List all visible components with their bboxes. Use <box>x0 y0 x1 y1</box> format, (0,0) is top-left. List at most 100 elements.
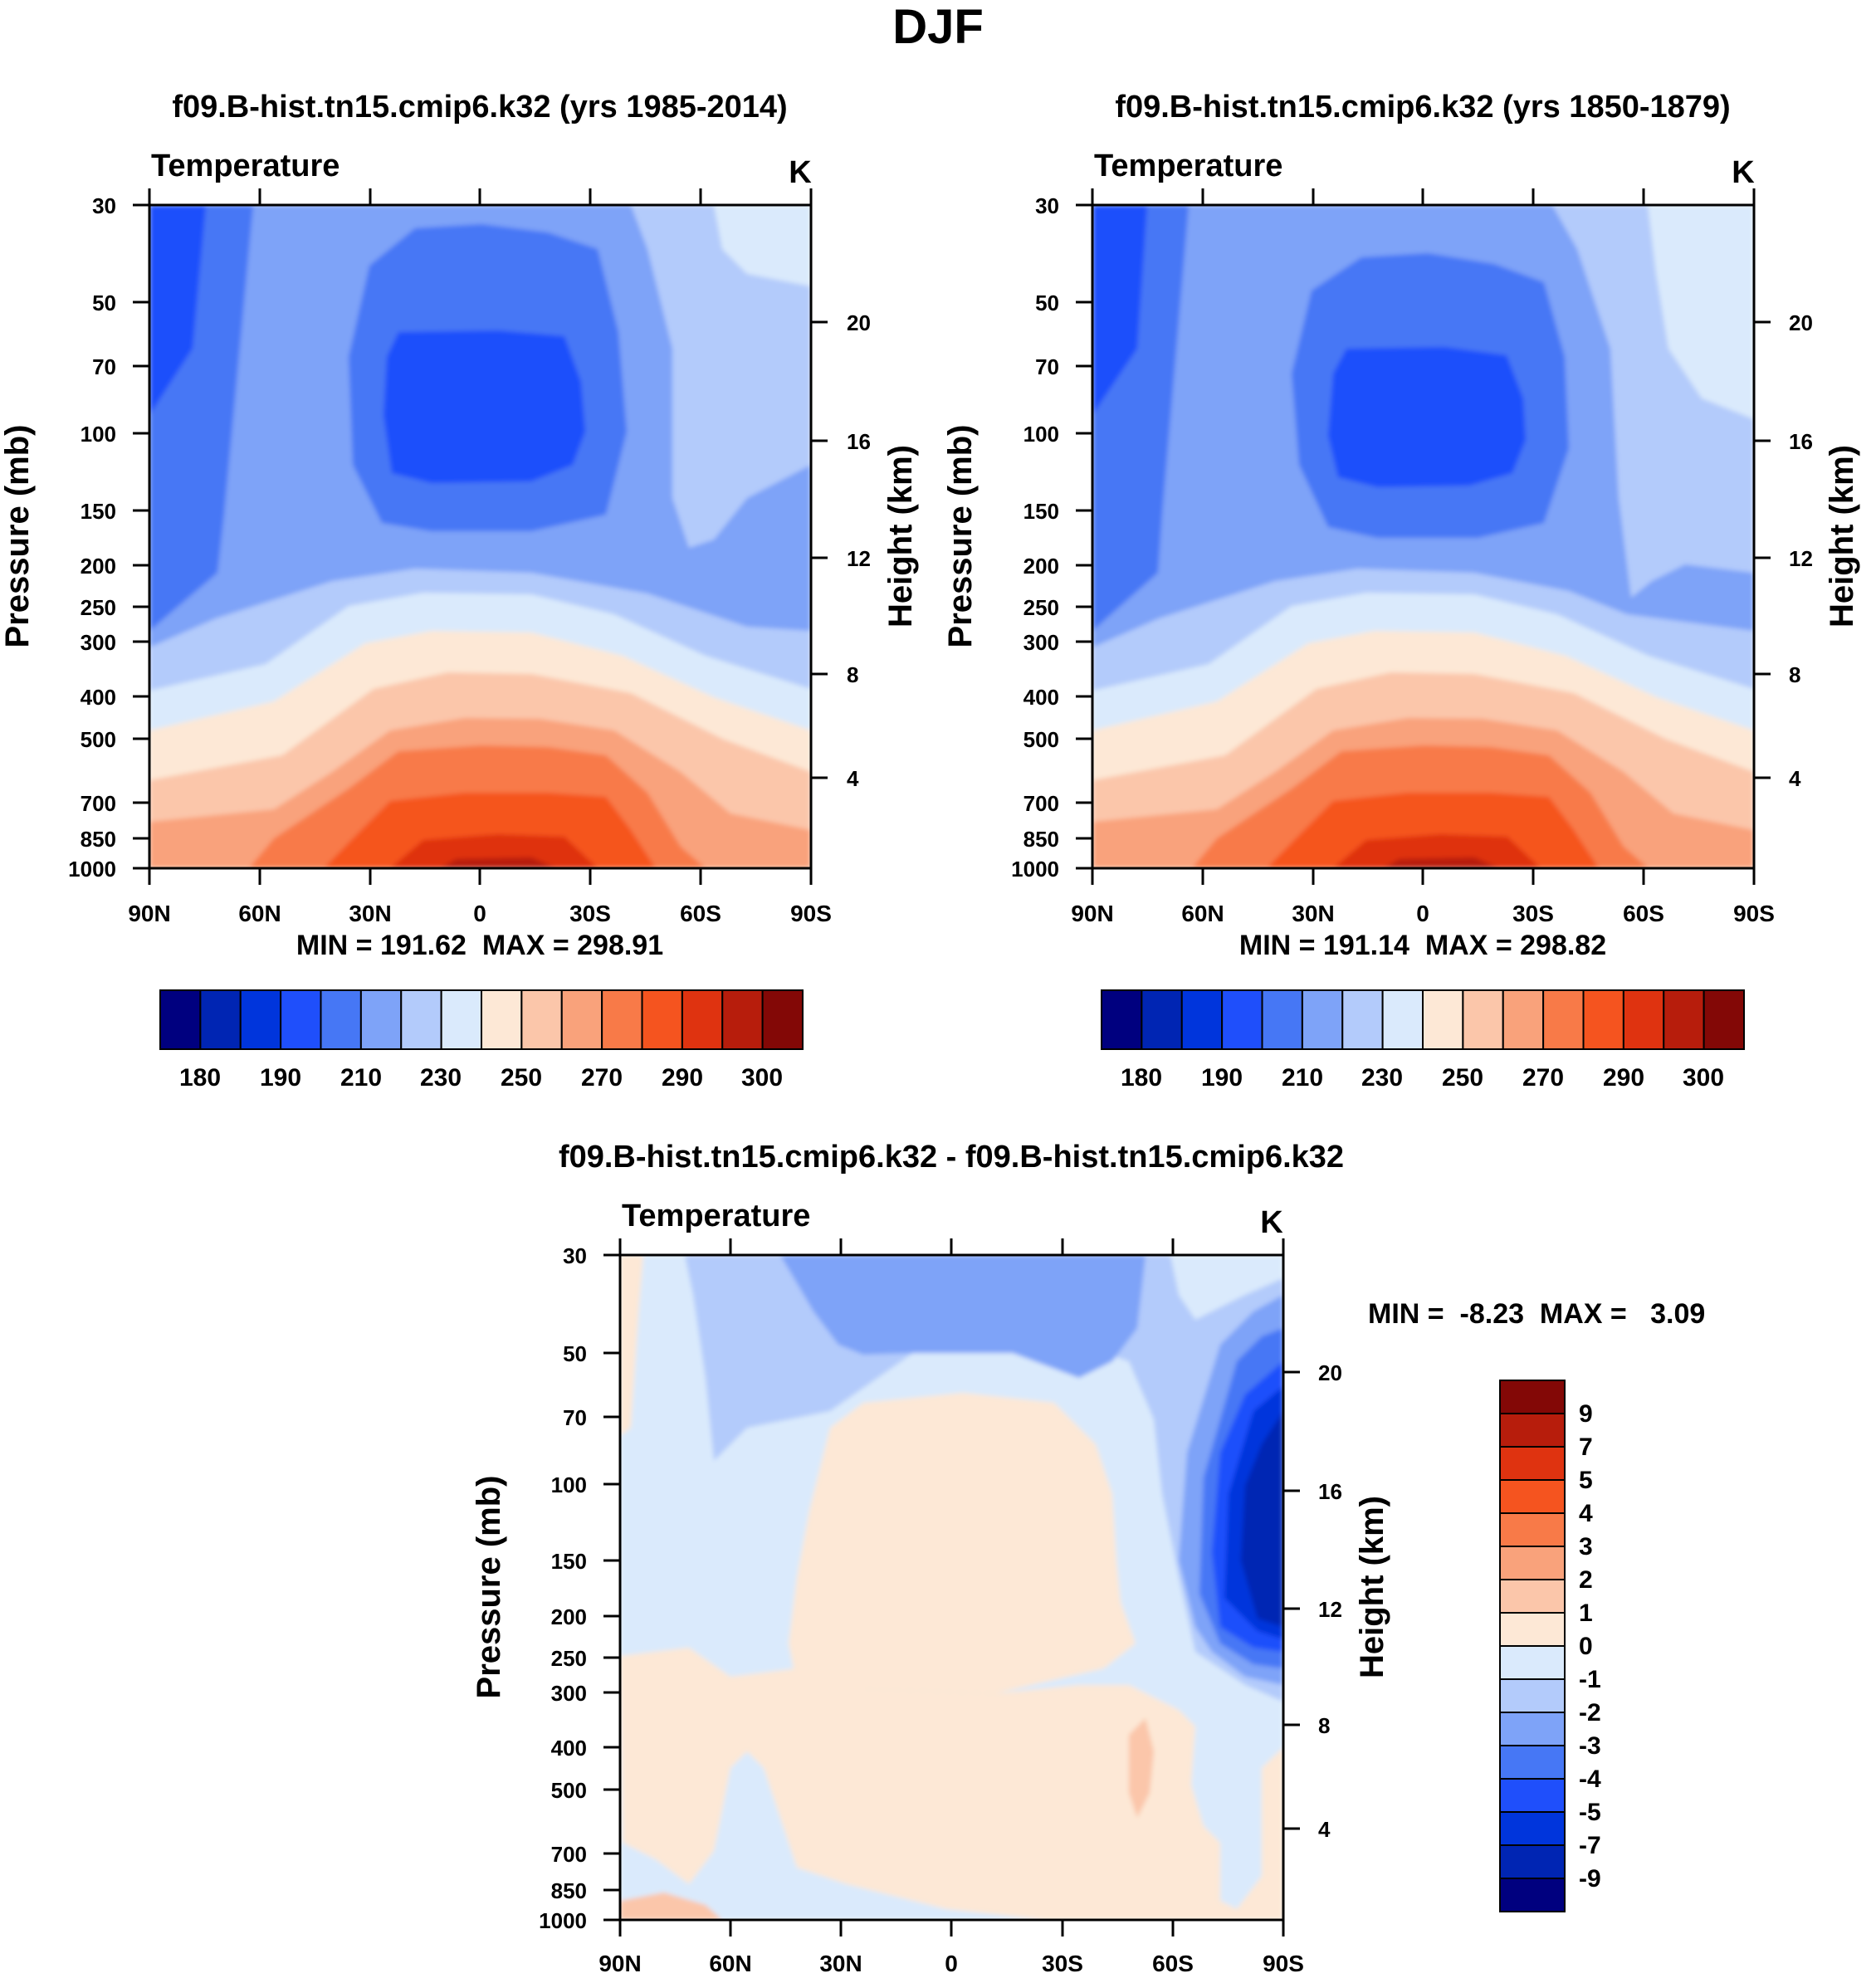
panel-a-y2-axis-label: Height (km) <box>882 445 919 628</box>
colorbar-label: 270 <box>581 1064 623 1092</box>
x-tick-label: 30N <box>349 901 391 926</box>
colorbar-label: 250 <box>501 1064 542 1092</box>
y-tick-label: 50 <box>563 1341 587 1366</box>
colorbar-swatch <box>1499 1745 1566 1780</box>
y-tick-label: 250 <box>1023 595 1059 620</box>
y-tick-label: 850 <box>1023 827 1059 852</box>
colorbar-swatch <box>761 989 804 1050</box>
colorbar-label: 290 <box>1603 1064 1644 1092</box>
colorbar-swatch <box>1622 989 1665 1050</box>
y-tick-label: 70 <box>92 354 116 379</box>
colorbar-label: 0 <box>1579 1633 1593 1660</box>
panel-a-y-axis: 30 50 70 100 150 200 250 300 400 500 700… <box>0 193 149 882</box>
x-tick-label: 60S <box>1152 1951 1194 1976</box>
y-tick-label: 150 <box>1023 499 1059 524</box>
y-tick-label: 400 <box>81 685 116 710</box>
colorbar-swatch <box>1499 1546 1566 1580</box>
x-tick-label: 30S <box>1512 901 1554 926</box>
y2-tick-label: 12 <box>1318 1597 1342 1622</box>
y-tick-label: 30 <box>92 193 116 218</box>
x-tick-label: 0 <box>1416 901 1429 926</box>
panel-b-variable-label: Temperature <box>1094 149 1282 183</box>
y-tick-label: 70 <box>563 1405 587 1430</box>
colorbar-swatch <box>1499 1512 1566 1547</box>
panel-c-x-tick-labels: 90N 60N 30N 0 30S 60S 90S <box>598 1951 1304 1976</box>
panel-c-colorbar-labels: 9 7 5 4 3 2 1 0 -1 -2 -3 -4 -5 -7 -9 <box>1579 1400 1601 1893</box>
colorbar-swatch <box>601 989 643 1050</box>
panel-a-colorbar-labels: 180 190 210 230 250 270 290 300 <box>179 1064 783 1092</box>
colorbar-swatch <box>1381 989 1424 1050</box>
panel-a: f09.B-hist.tn15.cmip6.k32 (yrs 1985-2014… <box>0 90 919 1092</box>
panel-c-subtitle: f09.B-hist.tn15.cmip6.k32 - f09.B-hist.t… <box>559 1140 1344 1175</box>
panel-b-subtitle: f09.B-hist.tn15.cmip6.k32 (yrs 1850-1879… <box>1115 90 1730 125</box>
colorbar-label: 230 <box>420 1064 462 1092</box>
panel-b-colorbar-labels: 180 190 210 230 250 270 290 300 <box>1121 1064 1724 1092</box>
x-tick-label: 60N <box>709 1951 751 1976</box>
colorbar-label: -4 <box>1579 1766 1601 1793</box>
colorbar-swatch <box>1499 1380 1566 1414</box>
y2-tick-label: 8 <box>1318 1713 1330 1738</box>
colorbar-label: 230 <box>1361 1064 1403 1092</box>
y-tick-label: 500 <box>81 727 116 752</box>
colorbar-label: 300 <box>1683 1064 1724 1092</box>
y-tick-label: 50 <box>1035 291 1059 315</box>
colorbar-swatch <box>159 989 202 1050</box>
y-tick-label: 1000 <box>68 857 116 882</box>
y2-tick-label: 12 <box>847 546 871 571</box>
y2-tick-label: 4 <box>847 766 859 791</box>
colorbar-swatch <box>199 989 242 1050</box>
y2-tick-label: 16 <box>1318 1479 1342 1504</box>
y2-tick-label: 20 <box>847 310 871 335</box>
y-tick-label: 300 <box>81 630 116 655</box>
panel-c-units-label: K <box>1260 1205 1283 1240</box>
panel-c-colorbar: 9 7 5 4 3 2 1 0 -1 -2 -3 -4 -5 -7 -9 <box>1499 1380 1601 1912</box>
y2-tick-label: 20 <box>1789 310 1813 335</box>
y-tick-label: 400 <box>1023 685 1059 710</box>
colorbar-label: 300 <box>741 1064 783 1092</box>
x-tick-label: 60N <box>1181 901 1224 926</box>
x-tick-label: 60N <box>238 901 281 926</box>
x-tick-label: 60S <box>680 901 721 926</box>
colorbar-swatch <box>481 989 523 1050</box>
colorbar-label: -5 <box>1579 1799 1601 1826</box>
panel-b-y2-axis: 20 16 12 8 4 Height (km) <box>1754 310 1860 791</box>
colorbar-swatch <box>1542 989 1585 1050</box>
y2-tick-label: 16 <box>847 429 871 454</box>
x-tick-label: 90N <box>598 1951 641 1976</box>
panel-c-y2-axis: 20 16 12 8 4 Height (km) <box>1283 1360 1390 1842</box>
panel-b-colorbar: 180 190 210 230 250 270 290 300 <box>1101 989 1745 1092</box>
colorbar-swatch <box>1101 989 1143 1050</box>
panel-b-y2-tick-labels: 20 16 12 8 4 <box>1789 310 1813 791</box>
panel-b-y2-axis-label: Height (km) <box>1824 445 1860 628</box>
colorbar-swatch <box>1499 1612 1566 1647</box>
y-tick-label: 400 <box>551 1736 587 1761</box>
panel-c-min-max: MIN = -8.23 MAX = 3.09 <box>1368 1298 1705 1330</box>
colorbar-swatch <box>1499 1878 1566 1912</box>
x-tick-label: 30S <box>569 901 611 926</box>
x-tick-label: 90N <box>128 901 170 926</box>
y2-tick-label: 4 <box>1318 1817 1331 1842</box>
colorbar-label: 210 <box>1282 1064 1323 1092</box>
figure-title: DJF <box>892 0 984 54</box>
colorbar-label: 5 <box>1579 1467 1593 1494</box>
panel-a-y2-tick-labels: 20 16 12 8 4 <box>847 310 871 791</box>
colorbar-swatch <box>1180 989 1224 1050</box>
y-tick-label: 100 <box>551 1473 587 1497</box>
panel-c-y-axis: 30 50 70 100 150 200 250 300 400 500 700… <box>471 1243 620 1933</box>
colorbar-label: 270 <box>1522 1064 1564 1092</box>
colorbar-label: 1 <box>1579 1599 1593 1627</box>
colorbar-swatch <box>1462 989 1504 1050</box>
colorbar-swatch <box>1499 1413 1566 1448</box>
colorbar-label: 180 <box>1121 1064 1162 1092</box>
y-tick-label: 50 <box>92 291 116 315</box>
colorbar-swatch <box>1499 1778 1566 1813</box>
colorbar-swatch <box>1502 989 1545 1050</box>
colorbar-swatch <box>1499 1678 1566 1713</box>
panel-b: f09.B-hist.tn15.cmip6.k32 (yrs 1850-1879… <box>942 90 1860 1092</box>
x-tick-label: 30S <box>1042 1951 1083 1976</box>
colorbar-swatch <box>1422 989 1464 1050</box>
y-tick-label: 700 <box>1023 791 1059 816</box>
y-tick-label: 1000 <box>539 1908 587 1933</box>
colorbar-swatch <box>1341 989 1384 1050</box>
